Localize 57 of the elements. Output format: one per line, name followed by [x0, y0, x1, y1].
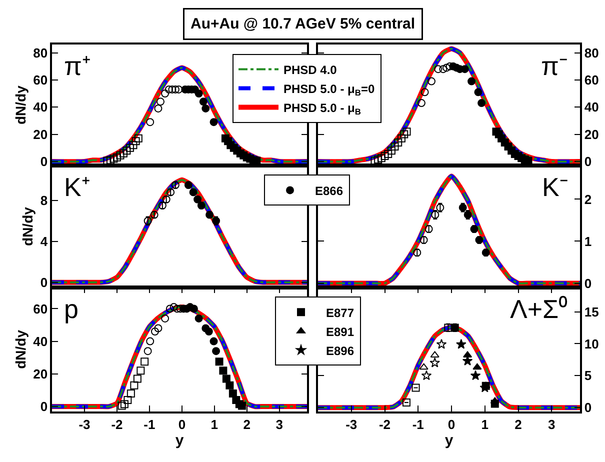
legend-label: E877	[326, 306, 354, 320]
y-tick-label: 60	[584, 72, 599, 88]
x-axis-title: y	[175, 432, 184, 449]
y-tick-label: 80	[33, 45, 48, 60]
y-tick-label: 1	[584, 234, 592, 249]
y-tick-label: 0	[40, 399, 48, 414]
annotation: K⁻	[542, 172, 568, 202]
x-tick-label: 1	[210, 416, 218, 432]
y-axis-title: dN/dy	[20, 206, 36, 246]
y-tick-label: 20	[33, 366, 48, 382]
legend-label: E896	[326, 344, 354, 358]
y-tick-label: 2	[584, 192, 592, 207]
x-tick-label: 3	[276, 416, 284, 432]
annotation: K⁺	[64, 172, 90, 202]
x-tick-label: 2	[243, 416, 251, 432]
x-tick-label: -3	[346, 416, 358, 432]
x-tick-label: 3	[548, 416, 556, 432]
y-tick-label: 0	[584, 154, 592, 170]
legend-label: PHSD 5.0 - μ$_{B}$=0	[284, 82, 375, 98]
x-tick-label: -2	[378, 416, 391, 432]
y-tick-label: 60	[33, 72, 48, 88]
x-tick-label: -3	[78, 416, 90, 432]
y-axis-title: dN/dy	[12, 330, 28, 369]
y-tick-label: 15	[584, 304, 599, 320]
x-tick-label: -1	[412, 416, 424, 432]
legend-label: PHSD 5.0 - μ$_{B}$	[284, 100, 361, 116]
annotation: p	[64, 294, 78, 324]
y-tick-label: 8	[40, 192, 48, 208]
x-tick-label: -2	[111, 416, 123, 432]
y-axis-title: dN/dy	[12, 85, 28, 125]
x-tick-label: 0	[178, 416, 186, 432]
y-tick-label: 40	[33, 334, 48, 349]
annotation: π⁺	[64, 51, 91, 81]
y-tick-label: 0	[584, 276, 592, 291]
y-tick-label: 20	[584, 126, 599, 142]
legend-label: E891	[326, 324, 354, 339]
annotation: Λ+Σ⁰	[510, 294, 568, 324]
y-tick-label: 0	[40, 274, 48, 290]
y-tick-label: 10	[584, 336, 599, 352]
annotation: π⁻	[541, 51, 568, 81]
y-tick-label: 20	[33, 126, 48, 142]
x-tick-label: 0	[448, 416, 456, 432]
y-tick-label: 0	[40, 154, 48, 170]
y-tick-label: 80	[584, 45, 599, 60]
y-tick-label: 0	[584, 400, 592, 416]
x-tick-label: 2	[514, 416, 522, 432]
x-axis-title: y	[444, 432, 454, 449]
y-tick-label: 4	[40, 234, 48, 249]
x-tick-label: -1	[144, 416, 156, 432]
legend-label: E866	[315, 184, 344, 198]
y-tick-label: 60	[33, 301, 48, 316]
y-tick-label: 40	[584, 100, 599, 115]
legend-label: PHSD 4.0	[284, 62, 338, 77]
y-tick-label: 40	[33, 100, 48, 115]
y-tick-label: 5	[584, 368, 592, 384]
x-tick-label: 1	[481, 416, 488, 432]
chart-title: Au+Au @ 10.7 AGeV 5% central	[190, 16, 416, 32]
